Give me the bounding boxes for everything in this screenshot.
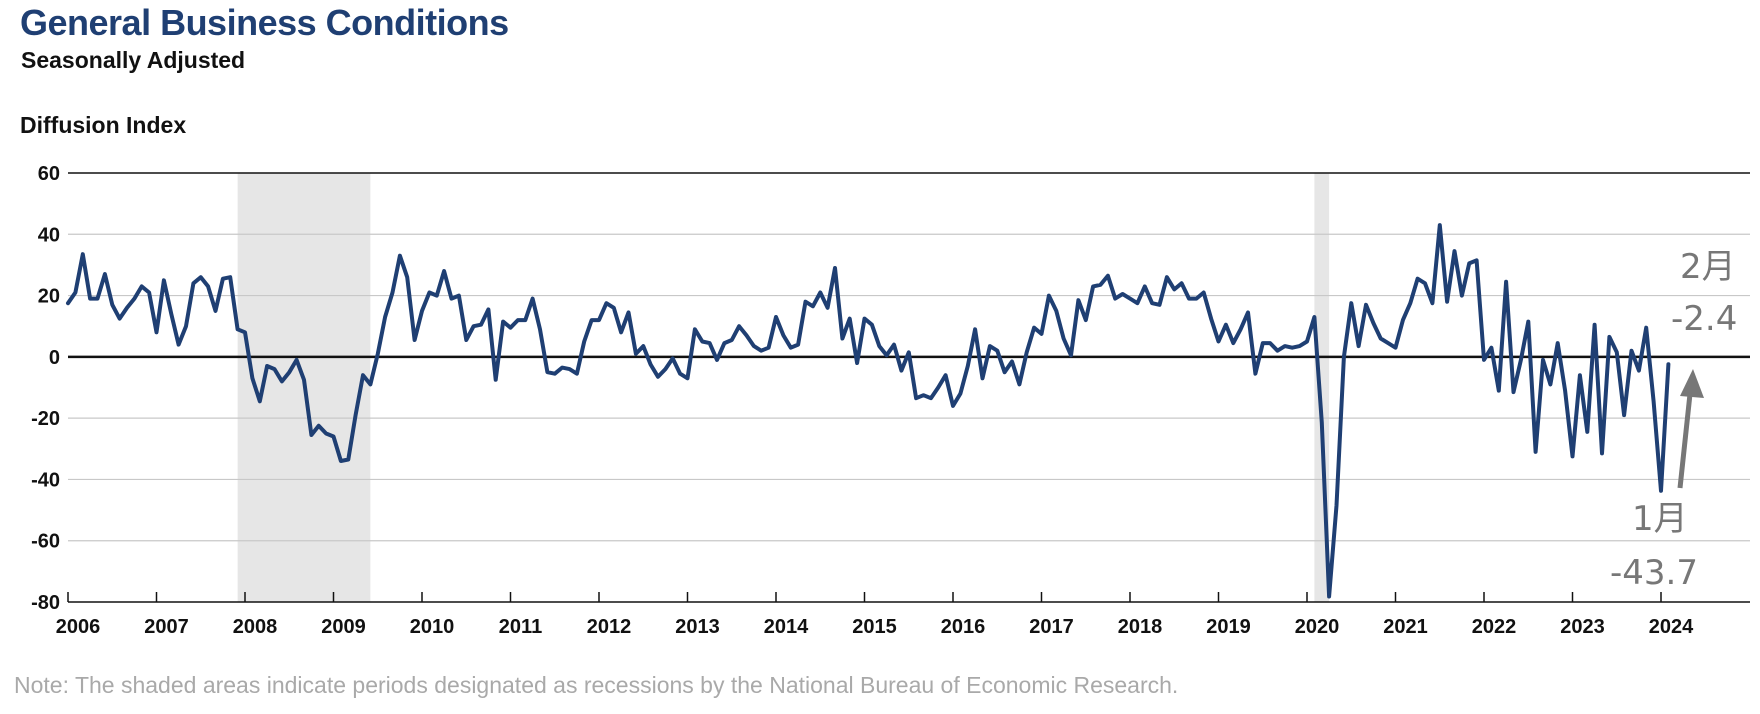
footnote: Note: The shaded areas indicate periods … <box>14 672 1179 698</box>
x-tick-labels: 2006 2007 2008 2009 2010 2011 2012 2013 2014 2015… <box>56 592 1694 638</box>
y-tick-label: 20 <box>38 286 60 308</box>
x-tick-label: 2018 <box>1118 616 1163 638</box>
y-tick-labels: 60 40 20 0 -20 -40 -60 -80 <box>31 163 60 614</box>
x-tick-label: 2016 <box>941 616 986 638</box>
x-tick-label: 2015 <box>852 616 897 638</box>
y-tick-label: 0 <box>49 347 60 369</box>
x-tick-label: 2006 <box>56 616 101 638</box>
annotation-feb-value: -2.4 <box>1671 299 1737 339</box>
y-axis-label: Diffusion Index <box>20 112 187 138</box>
x-tick-label: 2020 <box>1295 616 1340 638</box>
x-tick-label: 2021 <box>1383 616 1428 638</box>
chart-subtitle: Seasonally Adjusted <box>21 47 246 73</box>
annotation-arrow-head <box>1680 369 1704 398</box>
x-tick-label: 2010 <box>410 616 455 638</box>
y-tick-label: -40 <box>31 469 60 491</box>
recession-shading-layer <box>237 173 1330 602</box>
x-tick-label: 2012 <box>587 616 632 638</box>
x-tick-label: 2019 <box>1206 616 1251 638</box>
annotation-feb-month: 2月 <box>1680 247 1736 287</box>
y-tick-label: -60 <box>31 531 60 553</box>
series-line <box>66 223 1671 599</box>
y-tick-label: -20 <box>31 408 60 430</box>
y-tick-label: -80 <box>31 592 60 614</box>
x-tick-label: 2024 <box>1649 616 1694 638</box>
x-tick-label: 2022 <box>1472 616 1517 638</box>
annotation-arrow-shaft <box>1677 393 1693 489</box>
series-layer <box>66 223 1671 599</box>
x-tick-label: 2007 <box>144 616 189 638</box>
grid-layer <box>68 172 1750 603</box>
annotation-jan-value: -43.7 <box>1610 553 1698 593</box>
x-tick-label: 2023 <box>1560 616 1605 638</box>
annotation-jan-month: 1月 <box>1632 499 1688 539</box>
x-tick-label: 2008 <box>233 616 278 638</box>
chart-title: General Business Conditions <box>20 2 509 43</box>
x-tick-label: 2011 <box>499 616 542 638</box>
x-tick-label: 2017 <box>1029 616 1074 638</box>
x-tick-label: 2013 <box>675 616 720 638</box>
x-tick-label: 2009 <box>321 616 366 638</box>
y-tick-label: 40 <box>38 224 60 246</box>
x-tick-label: 2014 <box>764 616 809 638</box>
annotation-layer: 2月 -2.4 1月 -43.7 <box>1610 247 1737 593</box>
y-tick-label: 60 <box>38 163 60 185</box>
